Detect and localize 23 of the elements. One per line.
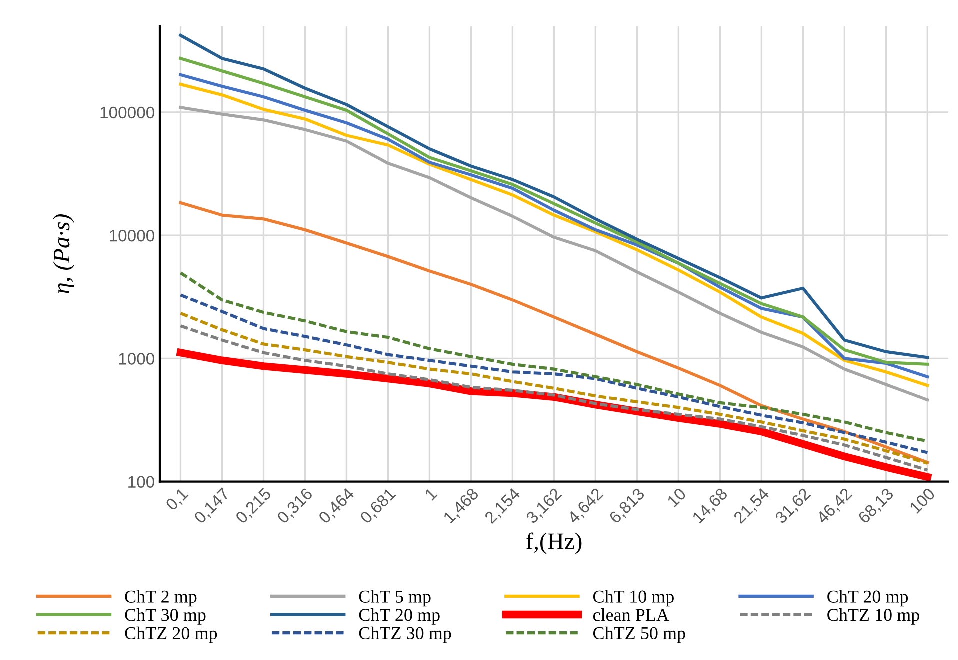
legend-label: ChTZ 20 mp (125, 626, 218, 644)
legend-label: ChT 20 mp (359, 608, 440, 625)
x-axis-title: f,(Hz) (526, 532, 582, 554)
legend-label: ChT 5 mp (359, 590, 431, 607)
y-tick-label: 1000 (119, 353, 154, 365)
legend-label: clean PLA (593, 608, 670, 622)
legend-label: ChT 2 mp (125, 590, 197, 607)
legend-label: ChT 10 mp (593, 590, 674, 607)
y-tick-label: 10000 (110, 230, 154, 242)
line-series (179, 294, 930, 454)
x-tick-label: 10 (666, 487, 687, 508)
legend-label: ChTZ 10 mp (828, 608, 920, 625)
y-tick-label: 100000 (100, 106, 154, 119)
legend-label: ChT 30 mp (125, 608, 206, 625)
legend-label: ChTZ 50 mp (593, 626, 686, 644)
x-tick-label: 0,1 (165, 488, 190, 513)
legend-label: ChTZ 30 mp (359, 626, 452, 644)
y-axis-title: η, (Pa·s) (53, 214, 75, 294)
legend-label: ChT 20 mp (828, 590, 908, 607)
y-tick-label: 100 (128, 476, 154, 488)
line-series (179, 201, 930, 464)
x-tick-label: 100 (909, 487, 936, 514)
x-tick-label: 1 (424, 488, 438, 501)
